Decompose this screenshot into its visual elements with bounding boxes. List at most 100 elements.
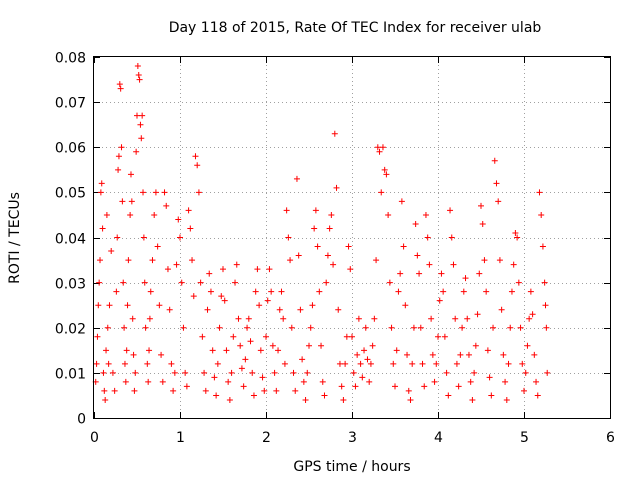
data-point	[419, 360, 426, 367]
data-point	[168, 360, 175, 367]
data-point	[152, 189, 159, 196]
x-tick-label: 1	[176, 430, 185, 446]
data-point	[137, 121, 144, 128]
data-point	[97, 189, 104, 196]
data-point	[135, 72, 142, 79]
data-point	[440, 288, 447, 295]
data-point	[474, 311, 481, 318]
data-point	[206, 270, 213, 277]
data-point	[264, 297, 271, 304]
data-point	[374, 144, 381, 151]
y-tick-label: 0.06	[55, 141, 86, 157]
data-point	[95, 302, 102, 309]
data-point	[245, 315, 252, 322]
data-point	[247, 338, 254, 345]
data-point	[266, 266, 273, 273]
data-point	[524, 342, 531, 349]
data-point	[140, 234, 147, 241]
data-point	[486, 374, 493, 381]
data-point	[326, 225, 333, 232]
data-point	[288, 324, 295, 331]
data-point	[129, 315, 136, 322]
data-point	[514, 234, 521, 241]
data-point	[204, 306, 211, 313]
data-point	[151, 211, 158, 218]
data-point	[453, 360, 460, 367]
x-axis-label: GPS time / hours	[293, 459, 410, 475]
data-point	[297, 306, 304, 313]
data-point	[108, 248, 115, 255]
data-point	[164, 266, 171, 273]
data-point	[312, 207, 319, 214]
data-point	[131, 387, 138, 394]
data-point	[447, 207, 454, 214]
data-point	[448, 234, 455, 241]
data-point	[397, 270, 404, 277]
data-point	[116, 81, 123, 88]
data-point	[276, 306, 283, 313]
x-tick-label: 6	[606, 430, 615, 446]
data-point	[428, 315, 435, 322]
data-point	[287, 257, 294, 264]
data-point	[304, 369, 311, 376]
data-point	[147, 288, 154, 295]
data-point	[122, 378, 129, 385]
data-point	[457, 351, 464, 358]
data-point	[533, 378, 540, 385]
data-point	[141, 279, 148, 286]
data-point	[378, 189, 385, 196]
data-point	[237, 342, 244, 349]
data-point	[281, 360, 288, 367]
data-point	[290, 369, 297, 376]
data-point	[209, 347, 216, 354]
data-point	[100, 369, 107, 376]
data-point	[201, 369, 208, 376]
data-point	[321, 392, 328, 399]
data-point	[364, 356, 371, 363]
data-point	[490, 324, 497, 331]
data-point	[435, 333, 441, 340]
data-point	[156, 302, 163, 309]
data-point	[128, 198, 135, 205]
y-axis-label: ROTI / TECUs	[7, 192, 23, 284]
data-point	[495, 198, 502, 205]
data-point	[113, 288, 120, 295]
data-point	[311, 225, 318, 232]
data-point	[173, 261, 180, 268]
data-point	[531, 351, 538, 358]
data-point	[189, 257, 196, 264]
y-tick-label: 0.03	[55, 277, 86, 293]
data-point	[318, 342, 325, 349]
data-point	[417, 324, 424, 331]
data-point	[240, 383, 247, 390]
data-point	[529, 311, 536, 318]
data-point	[120, 279, 127, 286]
data-point	[127, 171, 134, 178]
data-point	[123, 347, 130, 354]
data-point	[309, 302, 316, 309]
data-point	[521, 387, 527, 394]
data-point	[400, 243, 407, 250]
data-point	[306, 342, 312, 349]
x-tick-label: 5	[520, 430, 529, 446]
data-point	[154, 243, 161, 250]
data-point	[539, 243, 546, 250]
data-point	[336, 360, 343, 367]
data-point	[476, 270, 483, 277]
data-point	[464, 315, 471, 322]
data-point	[178, 279, 185, 286]
data-point	[132, 369, 139, 376]
data-point	[111, 387, 118, 394]
data-point	[133, 148, 140, 155]
data-point	[170, 387, 177, 394]
data-point	[256, 302, 263, 309]
data-point	[230, 333, 237, 340]
data-point	[197, 279, 204, 286]
data-point	[522, 369, 529, 376]
data-point	[429, 351, 436, 358]
data-point	[383, 171, 390, 178]
data-point	[443, 369, 450, 376]
data-point	[115, 166, 122, 173]
data-point	[119, 198, 126, 205]
data-point	[481, 257, 488, 264]
